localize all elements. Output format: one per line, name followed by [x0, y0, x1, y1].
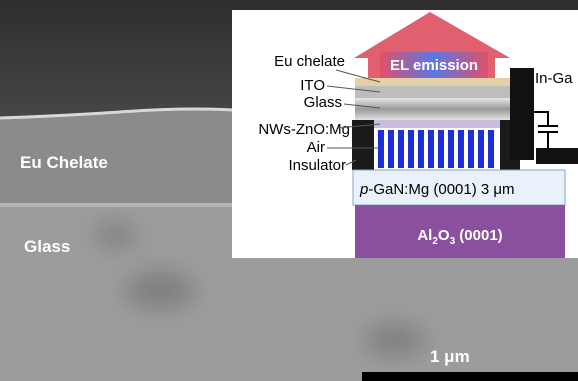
- insulator: [352, 120, 374, 170]
- contact-label: In-Ga: [535, 70, 573, 87]
- layer-label: Glass: [304, 94, 342, 111]
- text: Al: [417, 227, 432, 244]
- text: (0001): [455, 227, 503, 244]
- figure: Eu Chelate Glass 1 μm EL emission In-Ga …: [0, 0, 578, 381]
- contact: [510, 68, 534, 160]
- layer-label: ITO: [300, 77, 325, 94]
- text: p: [359, 181, 368, 198]
- layer-label: Insulator: [288, 157, 346, 174]
- scale-label: 1 μm: [430, 347, 470, 366]
- sem-label: Eu Chelate: [20, 153, 108, 172]
- sem-label: Glass: [24, 237, 70, 256]
- layer-label: Air: [307, 139, 325, 156]
- glass-layer: [355, 98, 510, 120]
- gan-label: p-GaN:Mg (0001) 3 μm: [359, 181, 515, 198]
- layer-label: NWs-ZnO:Mg: [258, 121, 350, 138]
- electrode: [536, 148, 578, 164]
- layer-label: Eu chelate: [274, 53, 345, 70]
- emission-label: EL emission: [390, 57, 478, 74]
- scale-bar: [362, 372, 578, 381]
- text: O: [438, 227, 450, 244]
- text: -GaN:Mg (0001) 3 μm: [368, 181, 514, 198]
